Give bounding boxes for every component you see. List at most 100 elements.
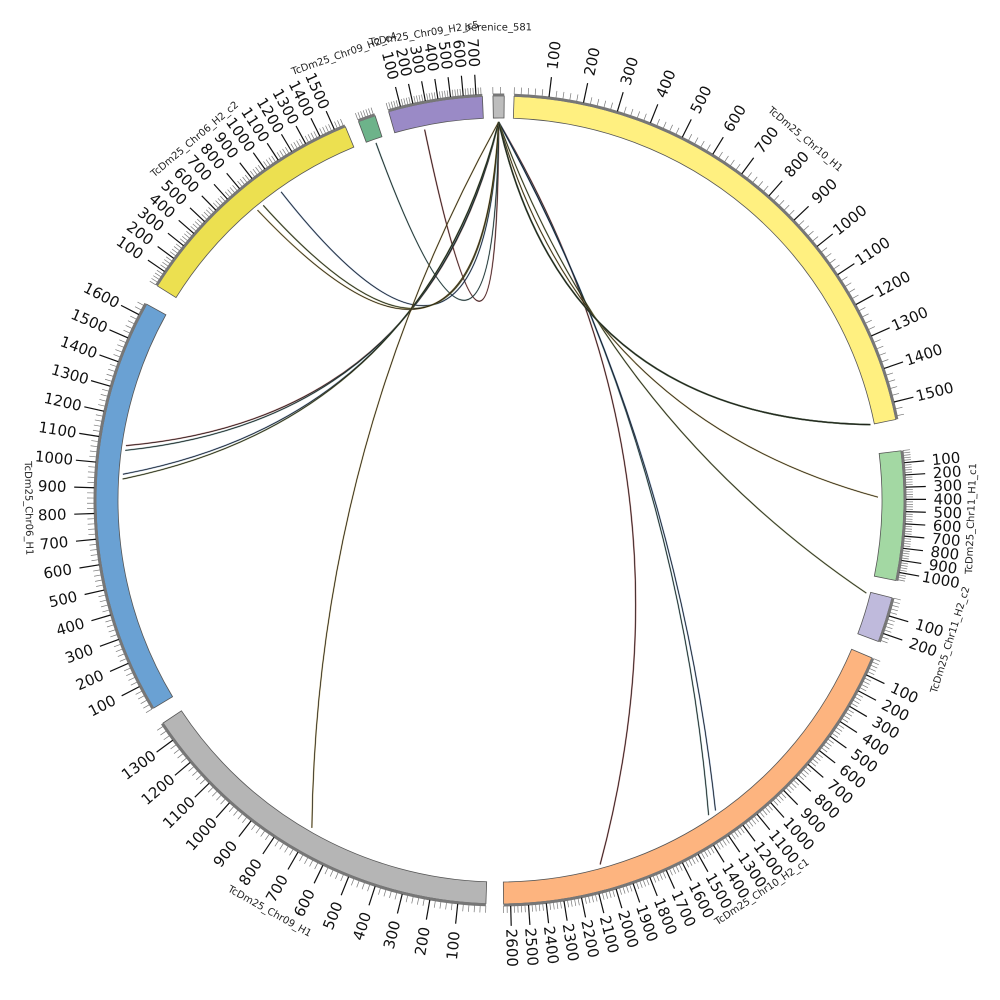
minor-tick bbox=[145, 708, 153, 714]
major-tick bbox=[121, 686, 140, 697]
minor-tick bbox=[90, 554, 98, 556]
major-tick bbox=[313, 865, 324, 884]
major-tick bbox=[681, 862, 692, 881]
minor-tick bbox=[109, 363, 117, 367]
minor-tick bbox=[707, 848, 712, 856]
tick-label: 500 bbox=[933, 503, 962, 522]
minor-tick bbox=[194, 221, 201, 227]
minor-tick bbox=[263, 161, 268, 168]
minor-tick bbox=[228, 806, 234, 812]
minor-tick bbox=[534, 88, 537, 96]
minor-tick bbox=[821, 747, 828, 753]
minor-tick bbox=[685, 860, 690, 868]
minor-tick bbox=[859, 687, 867, 692]
major-tick bbox=[632, 883, 641, 903]
minor-tick bbox=[164, 259, 171, 264]
minor-tick bbox=[88, 533, 96, 536]
tick-label: 900 bbox=[928, 556, 959, 578]
minor-tick bbox=[825, 253, 832, 258]
minor-tick bbox=[807, 230, 814, 236]
major-tick bbox=[90, 380, 111, 387]
links-layer bbox=[122, 121, 879, 865]
major-tick bbox=[795, 777, 812, 792]
major-tick bbox=[681, 119, 692, 138]
minor-tick bbox=[903, 545, 911, 548]
minor-tick bbox=[433, 92, 436, 100]
minor-tick bbox=[201, 214, 208, 220]
minor-tick bbox=[260, 830, 266, 837]
minor-tick bbox=[798, 220, 805, 226]
tick-label: 100 bbox=[931, 449, 961, 470]
tick-label: 200 bbox=[932, 462, 962, 482]
minor-tick bbox=[170, 744, 177, 750]
major-tick bbox=[904, 460, 925, 464]
tick-label: 900 bbox=[38, 477, 67, 496]
minor-tick bbox=[293, 142, 298, 149]
minor-tick bbox=[898, 574, 906, 577]
minor-tick bbox=[869, 668, 876, 672]
minor-tick bbox=[242, 817, 247, 823]
major-tick bbox=[649, 104, 659, 124]
minor-tick bbox=[370, 107, 374, 115]
minor-tick bbox=[562, 91, 565, 99]
minor-tick bbox=[279, 150, 284, 157]
tick-band-tcdm25-chr11-h1-c1 bbox=[895, 450, 907, 582]
minor-tick bbox=[591, 895, 594, 903]
minor-tick bbox=[137, 301, 144, 306]
minor-tick bbox=[576, 94, 579, 102]
minor-tick bbox=[184, 233, 190, 239]
minor-tick bbox=[788, 209, 795, 216]
minor-tick bbox=[162, 261, 169, 267]
minor-tick bbox=[882, 636, 889, 640]
minor-tick bbox=[137, 695, 145, 700]
segments-layer bbox=[95, 95, 905, 905]
minor-tick bbox=[188, 766, 195, 772]
minor-tick bbox=[94, 419, 102, 422]
major-tick bbox=[340, 876, 350, 896]
minor-tick bbox=[265, 833, 270, 841]
major-tick bbox=[904, 535, 925, 539]
minor-tick bbox=[365, 109, 369, 117]
major-tick bbox=[545, 903, 550, 924]
tick-label: 1300 bbox=[49, 360, 91, 388]
minor-tick bbox=[856, 693, 863, 698]
major-tick bbox=[527, 904, 531, 925]
minor-tick bbox=[902, 555, 910, 557]
minor-tick bbox=[700, 852, 706, 859]
minor-tick bbox=[884, 629, 892, 633]
tick-label: 700 bbox=[464, 38, 484, 68]
tick-label: 400 bbox=[420, 42, 442, 73]
minor-tick bbox=[282, 148, 287, 156]
minor-tick bbox=[778, 795, 784, 801]
minor-tick bbox=[793, 780, 800, 786]
minor-tick bbox=[439, 901, 442, 909]
minor-tick bbox=[173, 748, 180, 754]
minor-tick bbox=[904, 469, 912, 471]
minor-tick bbox=[897, 413, 905, 416]
minor-tick bbox=[751, 818, 757, 825]
major-tick bbox=[99, 638, 119, 647]
minor-tick bbox=[803, 769, 809, 775]
minor-tick bbox=[868, 326, 875, 330]
major-tick bbox=[262, 836, 275, 855]
minor-tick bbox=[173, 246, 180, 251]
major-tick bbox=[474, 74, 477, 95]
minor-tick bbox=[798, 774, 805, 781]
minor-tick bbox=[445, 902, 447, 910]
minor-tick bbox=[873, 339, 881, 343]
minor-tick bbox=[90, 445, 98, 448]
minor-tick bbox=[299, 854, 304, 862]
minor-tick bbox=[872, 661, 879, 666]
minor-tick bbox=[413, 96, 416, 104]
minor-tick bbox=[845, 712, 853, 717]
minor-tick bbox=[361, 882, 365, 890]
link bbox=[498, 121, 716, 811]
minor-tick bbox=[854, 696, 862, 701]
major-tick bbox=[455, 903, 459, 924]
minor-tick bbox=[106, 373, 114, 377]
tick-label: 2400 bbox=[540, 925, 562, 965]
minor-tick bbox=[876, 345, 884, 350]
minor-tick bbox=[902, 550, 910, 552]
minor-tick bbox=[467, 88, 469, 96]
minor-tick bbox=[454, 89, 456, 97]
